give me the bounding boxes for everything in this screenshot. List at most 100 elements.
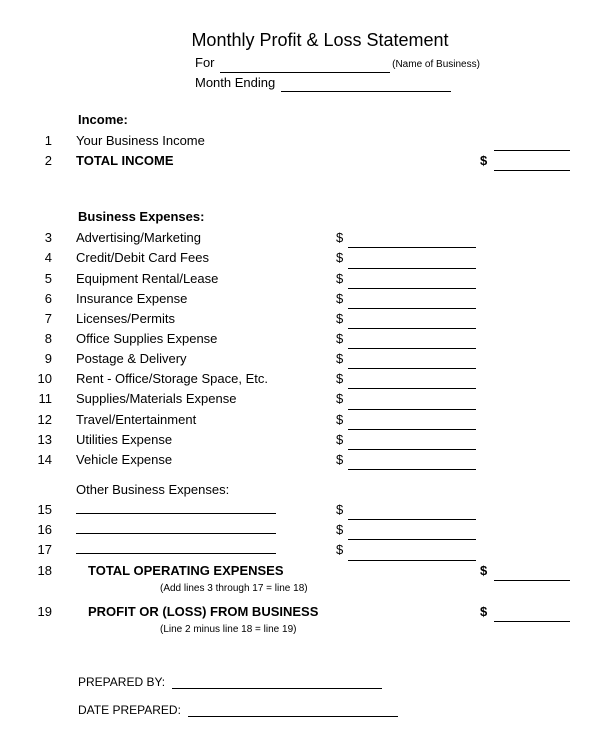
amount-blank[interactable] [348,458,476,470]
line-label: Travel/Entertainment [76,410,196,430]
date-prepared-label: DATE PREPARED: [78,703,181,717]
note-19: (Line 2 minus line 18 = line 19) [160,624,570,635]
line-number: 9 [30,349,58,369]
amount-blank[interactable] [348,337,476,349]
amount-blank[interactable] [494,569,570,581]
amount-blank[interactable] [494,159,570,171]
line-label: Postage & Delivery [76,349,187,369]
other-expenses-heading: Other Business Expenses: [76,480,229,500]
row-5: 5 Equipment Rental/Lease $ [30,269,570,289]
line-number: 2 [30,151,58,171]
dollar-sign: $ [336,450,348,470]
other-expense-label-blank[interactable] [76,522,276,534]
row-19-profit-loss: 19 PROFIT OR (LOSS) FROM BUSINESS $ [30,602,570,622]
line-label: Vehicle Expense [76,450,172,470]
row-1: 1 Your Business Income [30,131,570,151]
prepared-by-row: PREPARED BY: [78,675,570,689]
line-number: 5 [30,269,58,289]
row-10: 10 Rent - Office/Storage Space, Etc. $ [30,369,570,389]
line-number: 16 [30,520,58,540]
line-label: Equipment Rental/Lease [76,269,218,289]
footer: PREPARED BY: DATE PREPARED: [78,675,570,717]
dollar-sign: $ [336,248,348,268]
income-heading: Income: [78,112,570,127]
for-label: For [195,55,215,70]
line-number: 3 [30,228,58,248]
line-number: 12 [30,410,58,430]
amount-blank[interactable] [348,357,476,369]
dollar-sign: $ [480,602,494,622]
line-number: 14 [30,450,58,470]
line-label: Advertising/Marketing [76,228,201,248]
amount-blank[interactable] [348,277,476,289]
row-14: 14 Vehicle Expense $ [30,450,570,470]
dollar-sign: $ [336,540,348,560]
dollar-sign: $ [336,329,348,349]
line-label: Rent - Office/Storage Space, Etc. [76,369,268,389]
business-name-blank[interactable] [220,61,390,73]
dollar-sign: $ [336,389,348,409]
amount-blank[interactable] [348,236,476,248]
for-hint: (Name of Business) [392,59,480,70]
pl-statement-page: Monthly Profit & Loss Statement For (Nam… [0,0,600,751]
amount-blank[interactable] [348,418,476,430]
month-ending-label: Month Ending [195,75,275,90]
dollar-sign: $ [336,369,348,389]
page-title: Monthly Profit & Loss Statement [70,30,570,51]
expenses-heading: Business Expenses: [78,209,570,224]
line-label: Supplies/Materials Expense [76,389,236,409]
other-expenses-heading-row: Other Business Expenses: [30,480,570,500]
date-prepared-row: DATE PREPARED: [78,703,570,717]
line-number: 6 [30,289,58,309]
line-number: 19 [30,602,58,622]
month-ending-blank[interactable] [281,80,451,92]
dollar-sign: $ [480,561,494,581]
date-prepared-blank[interactable] [188,705,398,717]
row-9: 9 Postage & Delivery $ [30,349,570,369]
amount-blank[interactable] [348,438,476,450]
row-18-total-expenses: 18 TOTAL OPERATING EXPENSES $ [30,561,570,581]
amount-blank[interactable] [348,377,476,389]
row-15: 15 $ [30,500,570,520]
other-expense-label-blank[interactable] [76,502,276,514]
prepared-by-label: PREPARED BY: [78,675,165,689]
dollar-sign: $ [336,500,348,520]
amount-blank[interactable] [348,257,476,269]
line-number: 8 [30,329,58,349]
line-label: Licenses/Permits [76,309,175,329]
other-expense-label-blank[interactable] [76,542,276,554]
line-label: Insurance Expense [76,289,187,309]
row-8: 8 Office Supplies Expense $ [30,329,570,349]
row-6: 6 Insurance Expense $ [30,289,570,309]
line-label: PROFIT OR (LOSS) FROM BUSINESS [88,602,318,622]
amount-blank[interactable] [348,508,476,520]
dollar-sign: $ [336,228,348,248]
row-2-total-income: 2 TOTAL INCOME $ [30,151,570,171]
amount-blank[interactable] [348,297,476,309]
line-number: 11 [30,389,58,409]
amount-blank[interactable] [348,528,476,540]
line-number: 7 [30,309,58,329]
line-label: Utilities Expense [76,430,172,450]
row-16: 16 $ [30,520,570,540]
amount-blank[interactable] [494,139,570,151]
dollar-sign: $ [336,309,348,329]
row-3: 3 Advertising/Marketing $ [30,228,570,248]
dollar-sign: $ [480,151,494,171]
row-13: 13 Utilities Expense $ [30,430,570,450]
line-label: Your Business Income [76,131,205,151]
amount-blank[interactable] [348,549,476,561]
amount-blank[interactable] [494,610,570,622]
prepared-by-blank[interactable] [172,677,382,689]
line-number: 18 [30,561,58,581]
header-for-line: For (Name of Business) [195,53,570,73]
dollar-sign: $ [336,520,348,540]
header-month-line: Month Ending [195,73,570,93]
line-number: 17 [30,540,58,560]
row-12: 12 Travel/Entertainment $ [30,410,570,430]
amount-blank[interactable] [348,398,476,410]
line-label: Credit/Debit Card Fees [76,248,209,268]
line-number: 13 [30,430,58,450]
amount-blank[interactable] [348,317,476,329]
line-number: 10 [30,369,58,389]
